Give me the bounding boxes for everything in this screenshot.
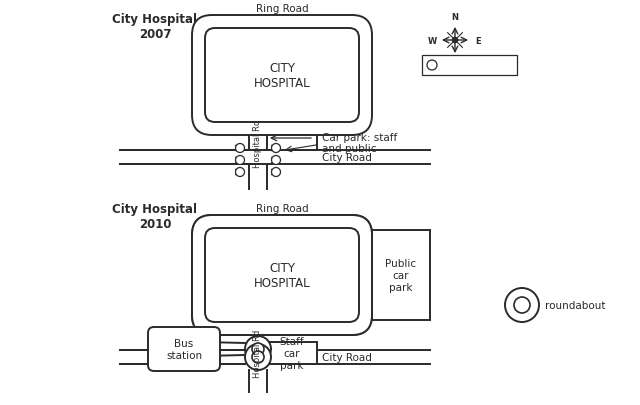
Text: Staff
car
park: Staff car park xyxy=(280,337,304,370)
Circle shape xyxy=(236,168,244,177)
Circle shape xyxy=(271,156,280,165)
FancyBboxPatch shape xyxy=(192,215,372,335)
FancyBboxPatch shape xyxy=(192,16,372,136)
Circle shape xyxy=(271,168,280,177)
Circle shape xyxy=(245,344,271,370)
Text: Hospital Rd: Hospital Rd xyxy=(253,329,262,377)
Circle shape xyxy=(452,38,458,44)
Text: City Road: City Road xyxy=(322,153,372,162)
Circle shape xyxy=(245,336,271,362)
FancyBboxPatch shape xyxy=(205,228,359,322)
Text: City Road: City Road xyxy=(322,352,372,362)
Circle shape xyxy=(505,288,539,322)
Bar xyxy=(267,136,317,151)
Text: Hospital Rd: Hospital Rd xyxy=(253,119,262,167)
Circle shape xyxy=(252,343,264,355)
Text: Bus
station: Bus station xyxy=(166,338,202,360)
Text: City Hospital
2007: City Hospital 2007 xyxy=(113,13,198,41)
Text: CITY
HOSPITAL: CITY HOSPITAL xyxy=(253,261,310,289)
Text: Public
car
park: Public car park xyxy=(385,259,417,292)
Text: S: S xyxy=(452,60,458,68)
Circle shape xyxy=(514,297,530,313)
Text: roundabout: roundabout xyxy=(545,300,605,310)
FancyBboxPatch shape xyxy=(148,327,220,371)
Bar xyxy=(422,56,517,76)
Circle shape xyxy=(236,156,244,165)
FancyBboxPatch shape xyxy=(192,215,372,335)
Text: Car park: staff
and public: Car park: staff and public xyxy=(322,132,397,154)
Circle shape xyxy=(252,351,264,363)
Text: E: E xyxy=(475,36,481,45)
Bar xyxy=(372,230,430,320)
Circle shape xyxy=(271,144,280,153)
Bar xyxy=(267,342,317,364)
Circle shape xyxy=(427,61,437,71)
Text: N: N xyxy=(451,13,458,22)
Text: Bus stop: Bus stop xyxy=(444,61,489,71)
Circle shape xyxy=(236,144,244,153)
Text: CITY
HOSPITAL: CITY HOSPITAL xyxy=(253,62,310,90)
Text: City Hospital
2010: City Hospital 2010 xyxy=(113,202,198,230)
Text: Ring Road: Ring Road xyxy=(256,4,308,14)
Text: Ring Road: Ring Road xyxy=(256,203,308,213)
FancyBboxPatch shape xyxy=(205,29,359,123)
Text: W: W xyxy=(428,36,436,45)
